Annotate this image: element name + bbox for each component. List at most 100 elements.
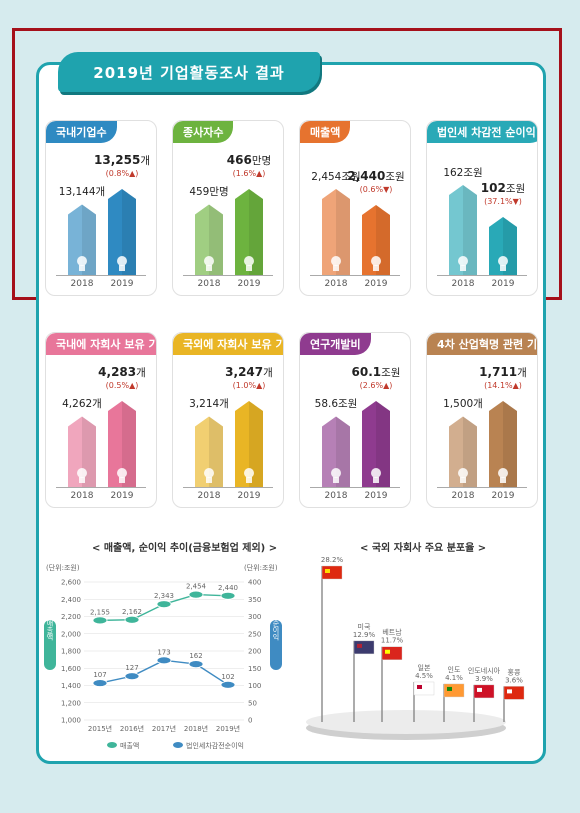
card-label: 4차 산업혁명 관련 기술 개발·활용 bbox=[427, 333, 537, 355]
flag-1 bbox=[353, 640, 375, 655]
card-label: 국내에 자회사 보유 기업 bbox=[46, 333, 156, 355]
value-2019-unit: 만명 bbox=[251, 155, 272, 167]
airplane-icon bbox=[244, 468, 254, 483]
point-label: 102 bbox=[221, 673, 234, 681]
country-rate: 3.9% bbox=[475, 675, 493, 683]
y-left-tick: 1,400 bbox=[61, 682, 81, 690]
country-rate: 12.9% bbox=[353, 631, 376, 639]
flag-0 bbox=[321, 565, 343, 580]
card-rnd: 연구개발비 2018 2019 58.6조원 60.1조원 (2.6%▲) bbox=[299, 332, 411, 508]
value-2019-number: 3,247 bbox=[225, 365, 264, 379]
platform-top bbox=[306, 710, 506, 734]
right-unit-label: (단위:조원) bbox=[244, 563, 278, 572]
y-right-tick: 400 bbox=[248, 579, 261, 587]
value-2019-unit: 조원 bbox=[505, 183, 526, 195]
bar-2019 bbox=[235, 401, 263, 487]
flag-chart: 중국28.2%미국12.9%베트남11.7%일본4.5%인도4.1%인도네시아3… bbox=[306, 556, 525, 740]
bar-2019 bbox=[362, 401, 390, 487]
series-point bbox=[220, 680, 236, 689]
y-left-tick: 1,200 bbox=[61, 699, 81, 707]
x-tick: 2018년 bbox=[184, 724, 208, 733]
series-point bbox=[156, 656, 172, 665]
y-right-tick: 100 bbox=[248, 682, 261, 690]
value-2019-unit: 개 bbox=[140, 155, 150, 167]
country-name: 베트남 bbox=[382, 628, 402, 637]
value-2018: 1,500개 bbox=[443, 398, 483, 411]
robot-icon bbox=[498, 468, 508, 483]
person-icon bbox=[204, 256, 214, 271]
point-label: 162 bbox=[189, 652, 202, 660]
year-label: 2018 bbox=[451, 491, 475, 501]
value-2018: 459만명 bbox=[189, 186, 229, 199]
country-rate: 3.6% bbox=[505, 676, 523, 684]
year-label: 2019 bbox=[364, 279, 388, 289]
line-chart-title: < 매출액, 순이익 추이(금융보험업 제외) > bbox=[92, 543, 278, 554]
baseline bbox=[183, 275, 273, 276]
card-label: 법인세 차감전 순이익 bbox=[427, 121, 537, 143]
point-label: 2,162 bbox=[122, 608, 142, 616]
year-label: 2018 bbox=[197, 279, 221, 289]
change-rate: (0.6%▼) bbox=[359, 185, 393, 194]
y-left-tick: 1,000 bbox=[61, 717, 81, 725]
x-tick: 2019년 bbox=[216, 724, 240, 733]
change-rate: (0.8%▲) bbox=[105, 169, 139, 178]
year-label: 2018 bbox=[70, 279, 94, 289]
y-right-tick: 300 bbox=[248, 613, 261, 621]
value-2018: 3,214개 bbox=[189, 398, 229, 411]
year-label: 2019 bbox=[237, 491, 261, 501]
year-label: 2019 bbox=[491, 279, 515, 289]
series-point bbox=[92, 616, 108, 625]
year-label: 2018 bbox=[324, 279, 348, 289]
card-label: 연구개발비 bbox=[300, 333, 371, 355]
value-2019-number: 2,440 bbox=[347, 169, 386, 183]
location-pin-icon bbox=[77, 468, 87, 483]
y-left-tick: 2,400 bbox=[61, 596, 81, 604]
bar-2018 bbox=[68, 204, 96, 275]
change-rate: (0.5%▲) bbox=[105, 381, 139, 390]
bar-2019 bbox=[235, 189, 263, 275]
country-name: 미국 bbox=[358, 622, 371, 631]
bar-2018 bbox=[195, 204, 223, 275]
value-2019-number: 102 bbox=[480, 181, 506, 195]
x-tick: 2015년 bbox=[88, 724, 112, 733]
value-2018: 13,144개 bbox=[58, 186, 106, 199]
value-2019-unit: 조원 bbox=[381, 367, 401, 379]
country-rate: 28.2% bbox=[321, 556, 344, 564]
point-label: 2,343 bbox=[154, 592, 174, 600]
card-label: 국외에 자회사 보유 기업 bbox=[173, 333, 283, 355]
value-2018: 2,454조원 bbox=[311, 171, 361, 183]
card-sales: 매출액 2018 2019 2,454조원 2,440조원 (0.6%▼) bbox=[299, 120, 411, 296]
card-label: 종사자수 bbox=[173, 121, 234, 143]
point-label: 107 bbox=[93, 671, 106, 679]
series-point bbox=[188, 590, 204, 599]
right-axis-label: 순이익 bbox=[272, 620, 280, 642]
country-name: 인도네시아 bbox=[468, 666, 501, 675]
country-name: 홍콩 bbox=[508, 667, 521, 676]
card-tech4: 4차 산업혁명 관련 기술 개발·활용201820191,500개1,711개(… bbox=[426, 332, 538, 508]
left-axis-pill bbox=[44, 620, 56, 670]
flask-icon bbox=[331, 468, 341, 483]
series-point bbox=[156, 600, 172, 609]
line-chart: (단위:조원) (단위:조원) 1,000 1,200 1,400 1,600 1,800 2… bbox=[44, 563, 282, 750]
value-2019: 466만명 bbox=[219, 153, 279, 168]
series-point bbox=[124, 615, 140, 624]
value-2019: 1,711개 bbox=[473, 365, 533, 380]
y-right-tick: 50 bbox=[248, 699, 257, 707]
year-label: 2019 bbox=[110, 279, 134, 289]
flag-4 bbox=[443, 683, 465, 698]
y-left-tick: 2,600 bbox=[61, 579, 81, 587]
y-left-tick: 2,000 bbox=[61, 630, 81, 638]
value-2019-number: 60.1 bbox=[351, 365, 382, 379]
legend-label: 법인세차감전순이익 bbox=[186, 741, 244, 750]
bar-2019 bbox=[489, 401, 517, 487]
bar-2018 bbox=[449, 185, 477, 275]
coins-icon bbox=[371, 256, 381, 271]
y-right-tick: 350 bbox=[248, 596, 261, 604]
value-2019-unit: 조원 bbox=[385, 171, 405, 183]
y-left-tick: 1,600 bbox=[61, 665, 81, 673]
value-2018: 4,262개 bbox=[62, 398, 102, 411]
robot-icon bbox=[458, 468, 468, 483]
building-icon bbox=[77, 256, 87, 271]
value-2019-unit: 개 bbox=[136, 367, 146, 379]
